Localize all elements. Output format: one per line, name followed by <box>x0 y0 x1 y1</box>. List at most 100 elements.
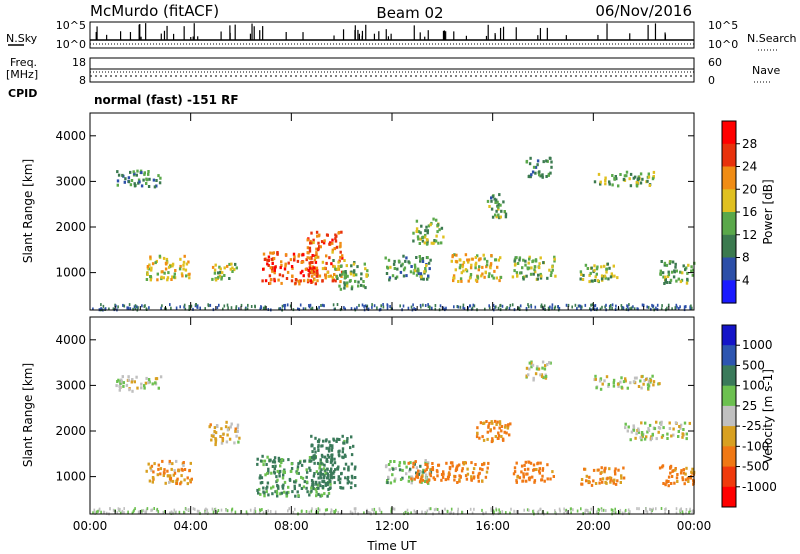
range-cell <box>424 473 428 477</box>
range-cell <box>546 363 549 367</box>
range-cell <box>449 461 453 465</box>
range-cell <box>625 174 628 178</box>
range-cell <box>310 231 313 235</box>
range-cell <box>173 272 176 276</box>
colorbar-segment <box>722 189 736 213</box>
range-cell <box>539 373 542 377</box>
range-cell <box>447 477 450 481</box>
range-cell <box>666 432 669 436</box>
range-cell <box>586 267 589 270</box>
range-cell <box>481 435 484 439</box>
range-cell <box>317 241 320 245</box>
range-cell <box>315 490 318 494</box>
ground-scatter-cell <box>260 306 263 310</box>
range-cell <box>539 461 542 465</box>
range-cell <box>310 434 313 438</box>
range-cell <box>479 257 482 261</box>
ground-scatter-cell <box>688 510 690 514</box>
range-cell <box>236 430 239 433</box>
range-cell <box>497 205 500 209</box>
range-cell <box>149 278 152 282</box>
range-cell <box>312 474 316 478</box>
range-cell <box>548 156 552 160</box>
ground-scatter-cell <box>519 304 522 308</box>
range-cell <box>442 235 445 239</box>
range-cell <box>131 389 134 393</box>
range-cell <box>319 472 322 475</box>
range-cell <box>524 259 527 263</box>
range-cell <box>426 256 429 260</box>
range-cell <box>315 274 318 278</box>
range-cell <box>494 213 497 217</box>
range-cell <box>311 267 314 271</box>
range-cell <box>323 474 326 478</box>
ground-scatter-cell <box>333 511 336 515</box>
range-cell <box>522 277 525 281</box>
range-cell <box>150 266 153 270</box>
ground-scatter-cell <box>330 510 332 514</box>
range-cell <box>601 382 604 386</box>
range-cell <box>339 273 342 277</box>
range-cell <box>143 384 146 388</box>
ground-scatter-cell <box>675 303 678 307</box>
range-cell <box>487 425 490 429</box>
range-cell <box>522 474 525 478</box>
range-cell <box>416 235 420 239</box>
range-cell <box>464 268 468 272</box>
ground-scatter-cell <box>108 307 110 311</box>
range-cell <box>401 468 404 472</box>
range-cell <box>659 269 662 273</box>
ground-scatter-cell <box>685 511 687 515</box>
ground-scatter-cell <box>389 305 391 308</box>
ground-scatter-cell <box>427 305 430 308</box>
ground-scatter-cell <box>254 510 257 514</box>
range-cell <box>538 469 541 473</box>
range-cell <box>159 472 162 476</box>
range-cell <box>466 258 469 262</box>
range-cell <box>495 276 498 280</box>
range-cell <box>687 480 690 483</box>
range-cell <box>308 493 311 497</box>
ground-scatter-cell <box>161 304 163 308</box>
range-cell <box>305 486 308 490</box>
range-cell <box>513 466 517 470</box>
range-cell <box>341 455 344 459</box>
range-cell <box>308 459 311 463</box>
ground-scatter-cell <box>526 508 529 512</box>
range-cell <box>496 265 499 269</box>
range-cell <box>604 481 607 484</box>
range-cell <box>536 163 539 167</box>
range-cell <box>259 459 263 463</box>
range-cell <box>268 459 271 463</box>
range-cell <box>343 467 346 471</box>
range-cell <box>412 239 415 243</box>
ground-scatter-cell <box>599 307 602 311</box>
ground-scatter-cell <box>570 511 572 515</box>
range-cell <box>300 261 303 264</box>
range-cell <box>127 378 130 382</box>
range-cell <box>477 472 481 476</box>
range-cell <box>280 260 283 264</box>
range-cell <box>211 265 215 269</box>
range-cell <box>624 422 627 426</box>
range-cell <box>281 274 285 278</box>
ground-scatter-cell <box>146 507 149 511</box>
ground-scatter-cell <box>127 306 130 310</box>
range-cell <box>538 173 541 177</box>
range-cell <box>171 262 175 266</box>
range-cell <box>626 386 629 390</box>
range-cell <box>691 467 694 471</box>
range-cell <box>142 178 145 182</box>
range-cell <box>681 476 684 480</box>
time-axis-label: Time UT <box>366 539 417 553</box>
range-cell <box>319 474 322 478</box>
range-cell <box>421 260 425 263</box>
range-cell <box>663 261 667 265</box>
range-cell <box>494 435 497 438</box>
ground-scatter-cell <box>421 510 423 514</box>
range-cell <box>597 468 600 472</box>
range-cell <box>669 466 672 470</box>
range-cell <box>498 279 501 283</box>
range-cell <box>477 258 481 262</box>
range-cell <box>233 441 236 445</box>
